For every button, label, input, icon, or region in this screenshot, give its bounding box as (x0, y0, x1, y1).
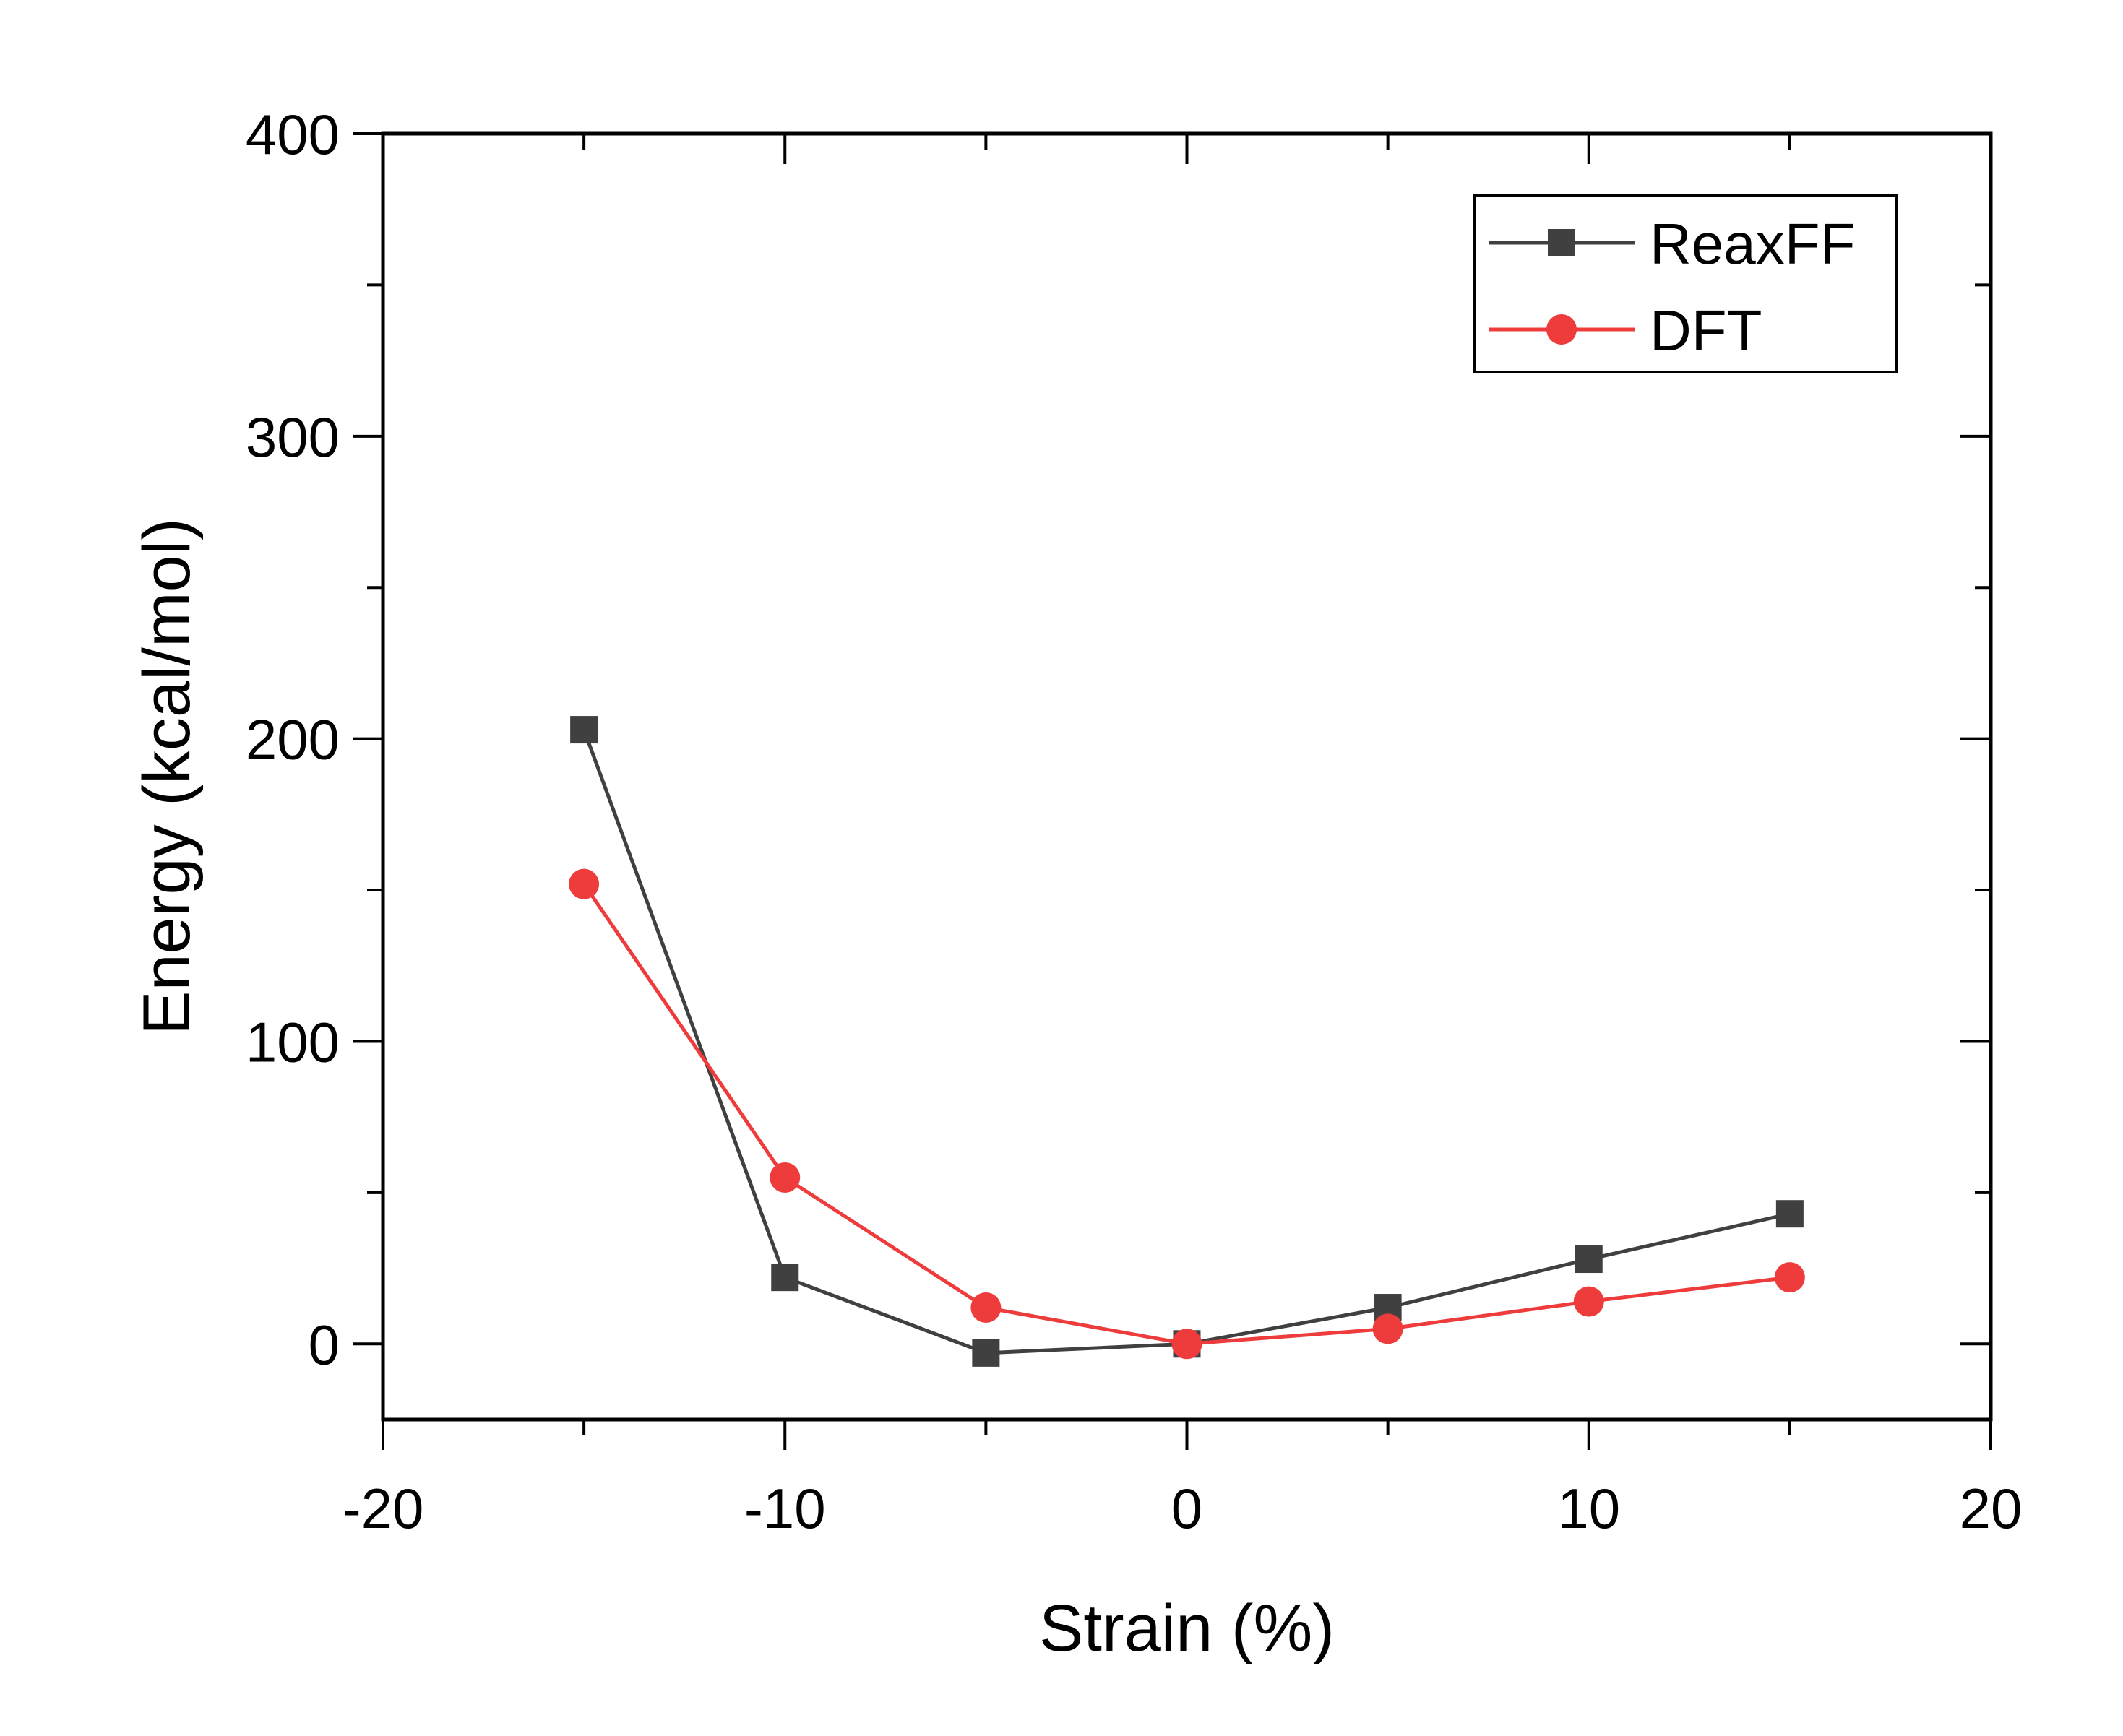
data-point (1575, 1245, 1603, 1274)
data-point (569, 868, 600, 899)
legend-label: ReaxFF (1650, 212, 1856, 276)
plot-series (569, 716, 1805, 1367)
y-tick-label: 200 (246, 708, 340, 772)
x-tick-label: -10 (744, 1477, 826, 1540)
data-point (970, 1292, 1002, 1323)
legend-marker (1548, 229, 1575, 256)
data-point (1372, 1313, 1403, 1344)
data-point (1775, 1200, 1804, 1228)
data-point (1774, 1262, 1805, 1293)
x-tick-label: 20 (1960, 1477, 2023, 1540)
data-point (1171, 1329, 1202, 1360)
series-reaxff (570, 716, 1804, 1367)
y-tick-label: 300 (246, 405, 340, 469)
series-dft (569, 868, 1805, 1360)
x-tick-label: 0 (1171, 1477, 1202, 1540)
series-line (582, 883, 1791, 1346)
data-point (1573, 1286, 1604, 1317)
y-tick-label: 100 (246, 1010, 340, 1074)
legend: ReaxFF DFT (1473, 194, 1898, 373)
legend-label: DFT (1650, 298, 1762, 363)
plot-frame (381, 131, 1993, 1422)
legend-marker (1546, 314, 1577, 345)
x-tick-label: -20 (343, 1477, 424, 1540)
data-point (771, 1264, 799, 1292)
y-axis-title: Energy (kcal/mol) (130, 518, 204, 1035)
y-tick-label: 400 (246, 103, 340, 166)
data-point (570, 716, 598, 744)
data-point (972, 1339, 1000, 1367)
x-tick-label: 10 (1557, 1477, 1620, 1540)
data-point (770, 1162, 801, 1193)
y-tick-label: 0 (309, 1313, 340, 1376)
x-axis-title: Strain (%) (1039, 1592, 1335, 1665)
legend-box (1473, 194, 1898, 373)
axis-ticks (353, 132, 1992, 1450)
series-line (582, 729, 1791, 1355)
